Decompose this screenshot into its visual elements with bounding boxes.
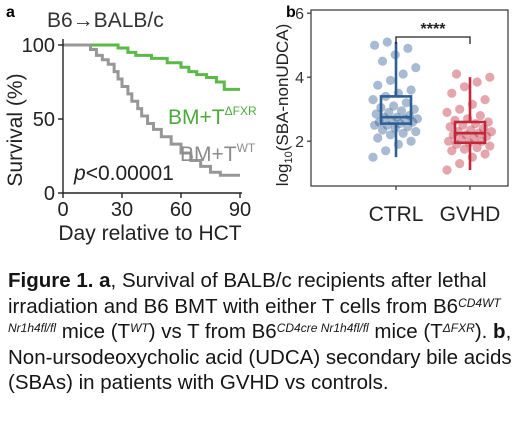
data-point-gvhd (486, 127, 497, 137)
series-label-twt: BM+TWT (180, 141, 256, 166)
panel-a-plot: 0 30 60 90 0 50 100 BM+TΔFXR BM+TWT p<0.00001 (22, 35, 257, 221)
data-point-ctrl (385, 75, 396, 85)
data-point-gvhd (447, 88, 457, 98)
panel-a-xlabel: Day relative to HCT (58, 222, 241, 245)
panel-b-ylabel: log10(SBA-nonUDCA) (273, 24, 295, 186)
caption-text-4: mice (T (368, 320, 443, 343)
panel-b-plot: 2 4 6 CTRL GVHD **** (295, 6, 509, 226)
data-point-ctrl (406, 85, 416, 95)
panel-a-y-tick-label: 100 (22, 35, 55, 57)
panel-a-x-tick-label: 0 (57, 199, 68, 221)
box-ctrl (379, 95, 413, 125)
p-value-annotation: p<0.00001 (73, 162, 174, 185)
data-point-ctrl (371, 109, 381, 119)
caption-text-5: ). (474, 320, 494, 343)
data-point-gvhd (480, 149, 490, 159)
data-point-gvhd (472, 143, 482, 153)
data-point-ctrl (368, 95, 378, 105)
caption-text-2: mice (T (56, 320, 131, 343)
data-point-ctrl (398, 128, 408, 138)
data-point-gvhd (455, 104, 465, 114)
data-point-ctrl (368, 152, 378, 162)
caption-a-label: a (99, 269, 111, 292)
data-point-ctrl (377, 125, 388, 135)
data-point-gvhd (442, 107, 452, 117)
panel-a-y-tick-label: 50 (33, 109, 55, 131)
data-point-gvhd (469, 133, 479, 143)
data-point-ctrl (382, 37, 392, 47)
data-point-ctrl (406, 136, 416, 146)
panel-b-label: b (286, 4, 296, 21)
survival-curve-tdfxr (63, 43, 240, 91)
panel-a-label: a (6, 4, 15, 21)
data-point-gvhd (470, 119, 481, 129)
panel-b-x-tick-label: CTRL (369, 203, 424, 226)
significance-stars: **** (421, 21, 447, 38)
data-point-ctrl (385, 130, 396, 140)
data-point-gvhd (442, 165, 452, 175)
data-point-ctrl (396, 106, 407, 116)
data-point-gvhd (443, 136, 454, 146)
data-point-gvhd (459, 144, 470, 154)
data-point-ctrl (381, 146, 391, 156)
caption-fig-label: Figure 1. (8, 269, 94, 292)
data-point-gvhd (485, 141, 495, 151)
data-point-ctrl (377, 56, 388, 66)
data-point-ctrl (369, 40, 380, 50)
figure-caption: Figure 1. a, Survival of BALB/c recipien… (8, 268, 514, 396)
data-point-ctrl (369, 120, 380, 130)
survival-curve-twt (63, 43, 240, 177)
panel-b-y-tick-label: 2 (295, 134, 304, 151)
data-point-gvhd (445, 122, 455, 132)
caption-sup-2: WT (130, 321, 149, 335)
data-point-ctrl (384, 107, 394, 117)
data-point-gvhd (472, 77, 482, 87)
data-point-gvhd (475, 111, 485, 121)
data-point-gvhd (480, 95, 490, 105)
panel-a-x-tick-label: 30 (111, 199, 133, 221)
panel-a-x-tick-label: 90 (229, 199, 251, 221)
data-point-ctrl (401, 98, 411, 108)
data-point-ctrl (411, 127, 421, 137)
data-point-gvhd (459, 82, 470, 92)
data-point-ctrl (403, 43, 413, 54)
data-point-ctrl (373, 133, 383, 143)
caption-text-1: , Survival of BALB/c recipients after le… (8, 269, 487, 318)
panel-b-x-tick-label: GVHD (440, 203, 501, 226)
data-point-ctrl (373, 80, 383, 90)
data-point-gvhd (447, 146, 457, 156)
panel-a-y-tick-label: 0 (44, 183, 55, 205)
panel-b-frame (310, 9, 509, 187)
caption-b-label: b (493, 320, 506, 343)
panel-a-x-tick-label: 60 (170, 199, 192, 221)
series-label-tdfxr: BM+TΔFXR (168, 104, 257, 129)
data-point-gvhd (455, 159, 465, 169)
caption-sup-4: ΔFXR (442, 321, 475, 335)
panel-b-y-tick-label: 4 (295, 70, 304, 87)
significance-bracket (395, 36, 471, 44)
panel-b-y-tick-label: 6 (295, 6, 304, 23)
caption-text-3: ) vs T from B6 (148, 320, 277, 343)
data-point-gvhd (451, 69, 462, 79)
data-point-ctrl (398, 69, 408, 79)
data-point-gvhd (485, 72, 495, 82)
caption-sup-3: CD4cre Nr1h4fl/fl (276, 321, 369, 335)
caption-sup-1: CD4WT Nr1h4fl/fl (8, 295, 501, 335)
panel-a-ylabel: Survival (%) (4, 73, 27, 186)
data-point-ctrl (411, 63, 421, 73)
panel-a-title: B6→BALB/c (47, 9, 164, 32)
data-point-ctrl (412, 114, 423, 124)
caption-text-6: , Non-ursodeoxycholic acid (UDCA) second… (8, 320, 512, 394)
data-point-ctrl (389, 101, 399, 111)
